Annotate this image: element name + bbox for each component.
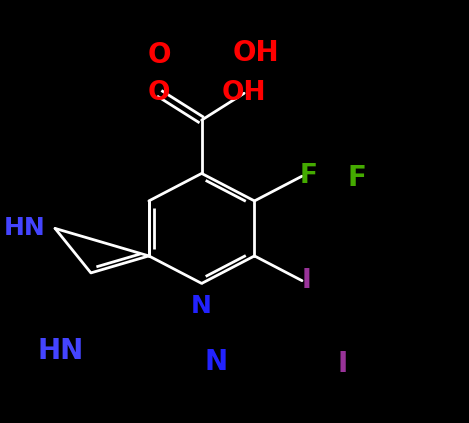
Text: I: I xyxy=(337,350,348,378)
Text: N: N xyxy=(191,294,212,318)
Text: HN: HN xyxy=(4,217,45,240)
Text: I: I xyxy=(302,268,311,294)
Text: O: O xyxy=(148,80,170,106)
Text: O: O xyxy=(148,41,171,69)
Text: F: F xyxy=(300,163,318,189)
Text: OH: OH xyxy=(222,80,266,106)
Text: OH: OH xyxy=(232,39,279,67)
Text: F: F xyxy=(347,164,366,192)
Text: N: N xyxy=(204,348,227,376)
Text: HN: HN xyxy=(38,337,84,365)
